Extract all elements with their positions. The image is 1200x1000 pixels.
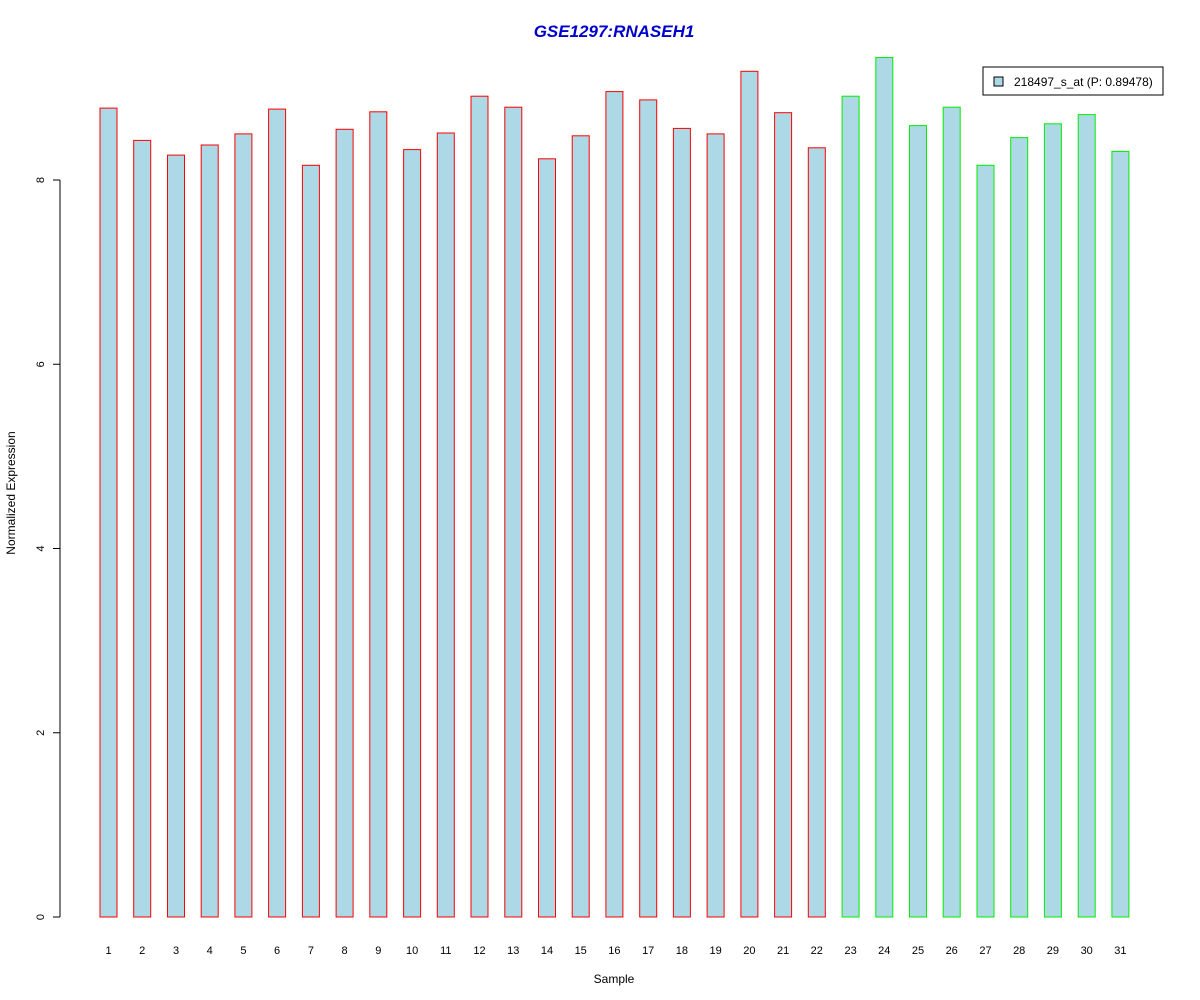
x-tick-label: 23 xyxy=(844,945,856,957)
x-tick-label: 18 xyxy=(676,945,688,957)
bar-sample-27 xyxy=(976,164,995,918)
x-tick-label: 2 xyxy=(139,945,145,957)
x-tick-label: 15 xyxy=(575,945,587,957)
legend-label: 218497_s_at (P: 0.89478) xyxy=(1014,75,1153,89)
x-tick-label: 4 xyxy=(207,945,213,957)
x-tick-label: 10 xyxy=(406,945,418,957)
bar-sample-16 xyxy=(605,91,624,918)
x-tick-label: 6 xyxy=(274,945,280,957)
x-tick-label: 3 xyxy=(173,945,179,957)
bar-sample-30 xyxy=(1077,114,1096,918)
x-tick-label: 5 xyxy=(240,945,246,957)
legend: 218497_s_at (P: 0.89478) xyxy=(982,66,1164,96)
bar-sample-3 xyxy=(167,154,185,918)
bar-sample-14 xyxy=(538,158,556,918)
x-tick-label: 20 xyxy=(743,945,755,957)
bar-sample-31 xyxy=(1111,150,1130,918)
x-tick-label: 25 xyxy=(912,945,924,957)
x-tick-labels: 1 2 3 4 5 6 7 8 9 10 11 12 13 14 15 16 17 18 19 20 21 22 23 24 2… xyxy=(105,945,1126,957)
x-tick-label: 16 xyxy=(608,945,620,957)
x-tick-label: 21 xyxy=(777,945,789,957)
y-tick-label: 6 xyxy=(35,361,47,367)
x-tick-label: 22 xyxy=(811,945,823,957)
x-tick-label: 11 xyxy=(440,945,451,957)
bar-sample-1 xyxy=(99,107,118,918)
x-tick-label: 8 xyxy=(342,945,348,957)
legend-swatch xyxy=(993,76,1004,87)
bar-sample-19 xyxy=(706,133,725,918)
bar-sample-26 xyxy=(942,106,961,918)
bars xyxy=(99,57,1130,918)
x-tick-label: 31 xyxy=(1114,945,1126,957)
bar-sample-9 xyxy=(369,111,388,918)
y-tick-label: 0 xyxy=(35,914,47,920)
bar-sample-25 xyxy=(909,125,927,918)
bar-sample-8 xyxy=(335,128,354,918)
x-tick-label: 7 xyxy=(308,945,314,957)
y-axis-title: Normalized Expression xyxy=(4,431,18,554)
x-tick-label: 27 xyxy=(979,945,991,957)
x-tick-label: 28 xyxy=(1013,945,1025,957)
y-tick-label: 2 xyxy=(35,730,47,736)
bar-sample-20 xyxy=(740,70,759,918)
y-tick-label: 4 xyxy=(35,545,47,551)
x-tick-label: 14 xyxy=(541,945,553,957)
bar-sample-10 xyxy=(403,149,422,918)
bar-sample-15 xyxy=(571,135,590,918)
bar-sample-17 xyxy=(639,99,658,918)
bar-sample-13 xyxy=(504,106,523,918)
x-tick-label: 19 xyxy=(709,945,721,957)
x-tick-label: 13 xyxy=(507,945,519,957)
x-tick-label: 1 xyxy=(105,945,111,957)
legend-box xyxy=(982,66,1164,96)
chart-title: GSE1297:RNASEH1 xyxy=(534,22,695,41)
bar-sample-7 xyxy=(301,164,320,918)
bar-sample-6 xyxy=(268,108,287,918)
bar-sample-28 xyxy=(1010,137,1029,918)
bar-sample-11 xyxy=(436,132,455,918)
bar-sample-24 xyxy=(875,57,894,918)
x-tick-label: 29 xyxy=(1047,945,1059,957)
bar-sample-5 xyxy=(234,133,253,918)
bar-sample-4 xyxy=(200,144,219,918)
x-tick-label: 26 xyxy=(946,945,958,957)
x-tick-label: 9 xyxy=(375,945,381,957)
y-tick-label: 8 xyxy=(35,177,47,183)
x-tick-label: 30 xyxy=(1081,945,1093,957)
y-axis: 0 2 4 6 8 xyxy=(35,177,61,920)
x-tick-label: 24 xyxy=(878,945,890,957)
bar-sample-22 xyxy=(807,147,826,918)
x-tick-label: 17 xyxy=(642,945,654,957)
bar-sample-29 xyxy=(1043,123,1062,918)
bar-sample-12 xyxy=(470,95,489,918)
x-axis-title: Sample xyxy=(594,972,635,986)
bar-sample-21 xyxy=(774,112,793,918)
bar-sample-23 xyxy=(841,95,860,918)
bar-sample-18 xyxy=(672,127,691,918)
x-tick-label: 12 xyxy=(473,945,485,957)
bar-sample-2 xyxy=(133,139,152,918)
